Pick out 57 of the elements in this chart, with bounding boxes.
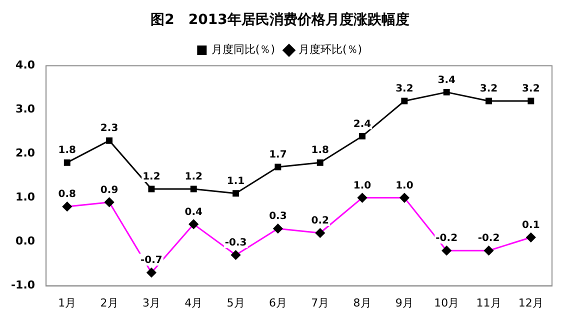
legend-label: 月度同比(％) bbox=[211, 43, 276, 56]
data-label: 0.1 bbox=[522, 220, 540, 231]
x-tick-label: 1月 bbox=[58, 296, 76, 310]
data-label: 1.8 bbox=[311, 145, 330, 156]
chart-title: 图2 2013年居民消费价格月度涨跌幅度 bbox=[150, 11, 410, 28]
point bbox=[106, 137, 113, 144]
point bbox=[359, 132, 366, 140]
y-tick-label: 3.0 bbox=[16, 102, 36, 116]
x-tick-label: 6月 bbox=[268, 296, 287, 310]
x-tick-label: 2月 bbox=[100, 296, 118, 310]
data-label: 1.0 bbox=[396, 180, 414, 192]
data-label: 0.9 bbox=[100, 184, 118, 196]
data-label: 3.2 bbox=[396, 84, 414, 95]
point bbox=[232, 190, 240, 197]
data-label: 0.3 bbox=[269, 211, 287, 222]
data-label: 1.2 bbox=[184, 172, 203, 183]
data-label: -0.7 bbox=[140, 255, 162, 266]
x-tick-label: 9月 bbox=[395, 296, 414, 310]
point bbox=[486, 98, 492, 104]
data-label: 0.2 bbox=[311, 216, 330, 227]
x-tick-label: 4月 bbox=[184, 296, 203, 310]
x-tick-label: 7月 bbox=[311, 296, 330, 310]
legend-label: 月度环比(％) bbox=[298, 43, 362, 56]
data-label: 3.2 bbox=[522, 84, 540, 95]
point bbox=[443, 88, 450, 96]
data-label: 1.8 bbox=[58, 145, 76, 156]
data-label: 3.4 bbox=[438, 74, 456, 86]
point bbox=[64, 159, 70, 166]
data-label: 2.4 bbox=[353, 118, 372, 130]
point bbox=[148, 186, 155, 192]
point bbox=[316, 159, 324, 166]
data-label: 1.7 bbox=[269, 150, 287, 161]
x-tick-label: 10月 bbox=[434, 296, 460, 310]
data-label: 3.2 bbox=[480, 84, 498, 95]
data-label: 0.8 bbox=[58, 189, 76, 200]
y-tick-label: 4.0 bbox=[16, 58, 36, 72]
data-label: 0.4 bbox=[184, 206, 203, 218]
data-label: 1.1 bbox=[226, 176, 245, 187]
point bbox=[528, 98, 534, 104]
data-label: -0.2 bbox=[478, 233, 500, 244]
y-tick-label: 1.0 bbox=[16, 190, 36, 204]
x-tick-label: 3月 bbox=[142, 296, 160, 310]
y-tick-label: -1.0 bbox=[10, 278, 36, 292]
point bbox=[190, 186, 197, 192]
y-tick-label: 2.0 bbox=[16, 146, 36, 160]
data-label: 1.0 bbox=[353, 180, 372, 192]
data-label: -0.2 bbox=[436, 233, 458, 244]
x-tick-label: 8月 bbox=[353, 296, 372, 310]
x-tick-label: 11月 bbox=[476, 296, 502, 310]
x-tick-label: 5月 bbox=[226, 296, 245, 310]
data-label: 2.3 bbox=[100, 123, 118, 134]
x-tick-label: 12月 bbox=[518, 296, 544, 310]
point bbox=[274, 164, 282, 170]
data-label: -0.3 bbox=[224, 238, 247, 249]
y-tick-label: 0.0 bbox=[16, 234, 36, 248]
point bbox=[401, 98, 408, 104]
data-label: 1.2 bbox=[142, 172, 160, 183]
